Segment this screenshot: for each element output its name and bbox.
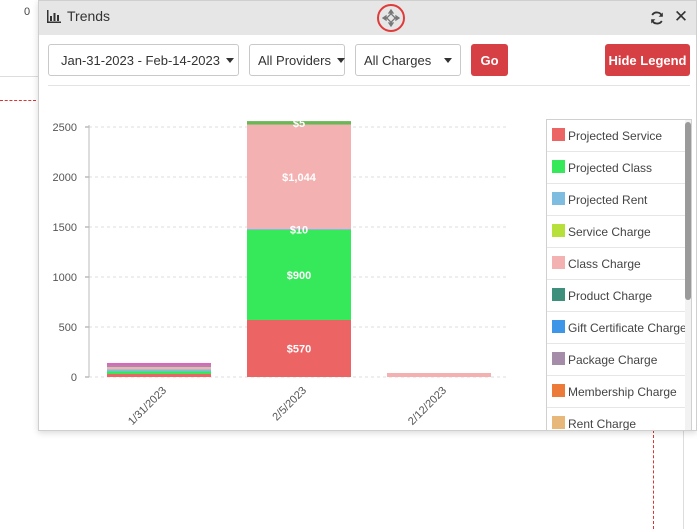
- background-divider: [0, 76, 38, 77]
- legend-label: Rent Charge: [568, 417, 637, 431]
- bar-segment[interactable]: [107, 363, 211, 365]
- y-tick-label: 2500: [53, 122, 77, 134]
- refresh-icon[interactable]: [649, 10, 665, 26]
- toolbar: Jan-31-2023 - Feb-14-2023 All Providers …: [39, 35, 696, 87]
- bar-segment[interactable]: [107, 365, 211, 367]
- background-dashed-line-vertical: [653, 430, 654, 529]
- bar-segment[interactable]: [387, 373, 491, 377]
- bar-data-label: $10: [290, 225, 308, 237]
- bar-segment[interactable]: [107, 369, 211, 372]
- legend-swatch: [552, 160, 565, 173]
- bar-segment[interactable]: [107, 374, 211, 377]
- move-handle[interactable]: [377, 4, 405, 32]
- legend-label: Projected Class: [568, 161, 653, 175]
- legend-label: Package Charge: [568, 353, 658, 367]
- bar-segment[interactable]: [247, 229, 351, 230]
- legend-swatch: [552, 192, 565, 205]
- legend-label: Membership Charge: [568, 385, 677, 399]
- legend-item[interactable]: Projected Rent: [547, 184, 687, 216]
- background-dashed-line: [0, 100, 36, 101]
- legend-label: Projected Service: [568, 129, 663, 143]
- chart-legend: Rent Charge Membership Charge Package Char…: [546, 119, 692, 431]
- legend-item[interactable]: Service Charge: [547, 216, 687, 248]
- legend-label: Service Charge: [568, 225, 651, 239]
- legend-scrollbar-thumb[interactable]: [685, 122, 691, 300]
- bar-segment[interactable]: [247, 230, 351, 320]
- bar-data-label: $570: [287, 344, 311, 356]
- background-border: [683, 430, 684, 529]
- date-range-value: Jan-31-2023 - Feb-14-2023: [61, 52, 220, 68]
- legend-swatch: [552, 384, 565, 397]
- go-button[interactable]: Go: [471, 44, 508, 76]
- legend-scrollbar[interactable]: [685, 120, 691, 430]
- bar-segment[interactable]: [247, 320, 351, 377]
- legend-item[interactable]: Membership Charge: [547, 376, 687, 408]
- legend-swatch: [552, 224, 565, 237]
- bar-segment[interactable]: [107, 367, 211, 370]
- bar-segment[interactable]: [107, 371, 211, 375]
- charges-value: All Charges: [364, 52, 432, 68]
- bar-segment[interactable]: [247, 124, 351, 229]
- legend-swatch: [552, 352, 565, 365]
- legend-item[interactable]: Projected Service: [547, 120, 687, 152]
- dialog-titlebar[interactable]: Trends ✕: [39, 1, 696, 35]
- legend-label: Projected Rent: [568, 193, 648, 207]
- legend-swatch: [552, 288, 565, 301]
- move-icon: [382, 9, 400, 27]
- dialog-title: Trends: [67, 8, 111, 24]
- chevron-down-icon: [336, 57, 345, 63]
- providers-value: All Providers: [258, 52, 331, 68]
- legend-item[interactable]: Product Charge: [547, 280, 687, 312]
- hide-legend-button[interactable]: Hide Legend: [605, 44, 690, 76]
- bar-data-label: $900: [287, 270, 311, 282]
- trends-chart: 0 500 1000 1500 2000 2500 1/31/2023 2/5/2023 2/1…: [53, 118, 509, 428]
- charges-select[interactable]: All Charges: [355, 44, 461, 76]
- y-tick-label: 500: [59, 322, 77, 334]
- x-tick-label: 2/12/2023: [406, 385, 449, 428]
- y-tick-label: 1000: [53, 272, 77, 284]
- x-tick-label: 1/31/2023: [126, 385, 169, 428]
- bar-data-label: $5: [293, 118, 305, 130]
- chevron-down-icon: [226, 57, 234, 63]
- bar-data-label: $1,044: [282, 172, 317, 184]
- legend-swatch: [552, 416, 565, 429]
- trends-dialog: Trends ✕ Jan-31: [38, 0, 697, 431]
- legend-swatch: [552, 256, 565, 269]
- bar-chart-icon: [47, 10, 61, 23]
- date-range-picker[interactable]: Jan-31-2023 - Feb-14-2023: [48, 44, 239, 76]
- close-icon[interactable]: ✕: [673, 7, 689, 26]
- legend-item[interactable]: Class Charge: [547, 248, 687, 280]
- legend-label: Product Charge: [568, 289, 653, 303]
- x-tick-label: 2/5/2023: [270, 385, 309, 424]
- legend-label: Gift Certificate Charge: [568, 321, 687, 335]
- legend-item[interactable]: Projected Class: [547, 152, 687, 184]
- legend-label: Class Charge: [568, 257, 641, 271]
- legend-swatch: [552, 128, 565, 141]
- legend-item[interactable]: Gift Certificate Charge: [547, 312, 687, 344]
- providers-select[interactable]: All Providers: [249, 44, 345, 76]
- background-axis-label: 0: [24, 6, 31, 18]
- y-tick-label: 0: [71, 372, 77, 384]
- legend-item[interactable]: Rent Charge: [547, 408, 687, 431]
- bar-segment[interactable]: [247, 121, 351, 125]
- legend-item[interactable]: Package Charge: [547, 344, 687, 376]
- toolbar-divider: [48, 85, 690, 86]
- y-tick-label: 2000: [53, 172, 77, 184]
- y-tick-label: 1500: [53, 222, 77, 234]
- chevron-down-icon: [444, 57, 452, 63]
- legend-swatch: [552, 320, 565, 333]
